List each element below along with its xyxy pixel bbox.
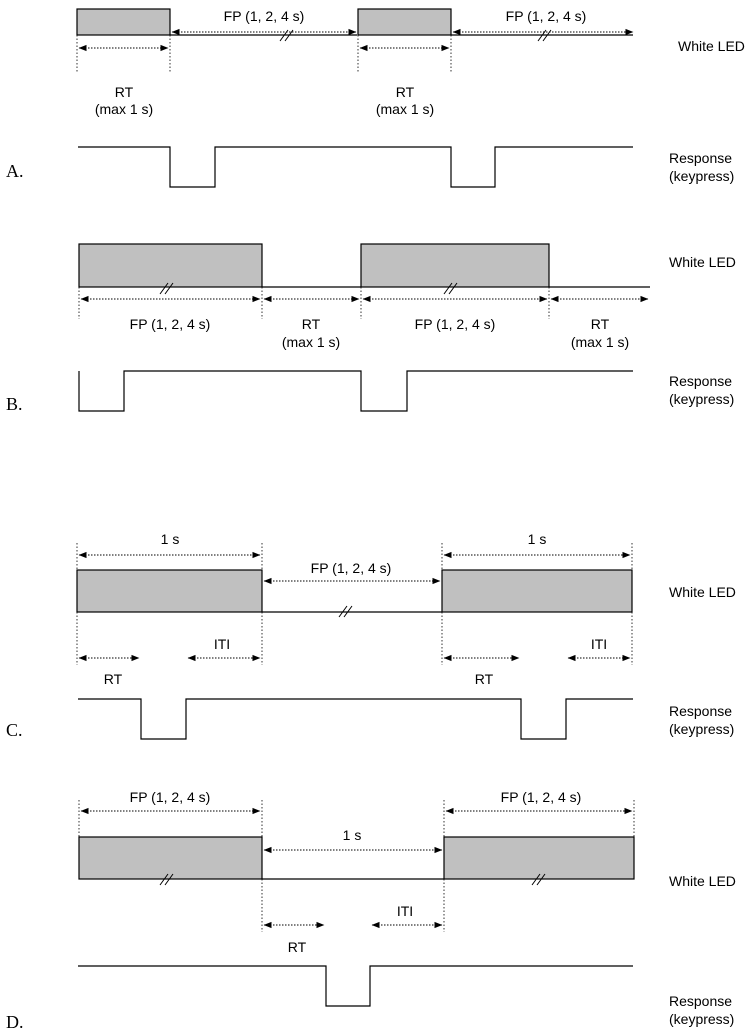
one-second-label: 1 s bbox=[528, 531, 547, 547]
response-label: (keypress) bbox=[669, 168, 734, 184]
fp-label: FP (1, 2, 4 s) bbox=[506, 8, 587, 24]
rt-label: RT bbox=[115, 84, 134, 100]
time-break-mark bbox=[159, 873, 174, 886]
panel-b: FP (1, 2, 4 s) RT (max 1 s) FP (1, 2, 4 … bbox=[6, 243, 736, 414]
led-on-block bbox=[76, 8, 171, 36]
response-label: Response bbox=[669, 150, 732, 166]
response-trace bbox=[78, 146, 633, 188]
led-label: White LED bbox=[669, 873, 736, 889]
panel-letter: D. bbox=[6, 1012, 24, 1032]
fp-label: FP (1, 2, 4 s) bbox=[130, 316, 211, 332]
response-trace bbox=[78, 370, 633, 412]
rt-label: RT bbox=[104, 671, 123, 687]
iti-label: ITI bbox=[591, 636, 607, 652]
led-on-block bbox=[78, 243, 263, 288]
rt-label: RT bbox=[302, 316, 321, 332]
one-second-label: 1 s bbox=[343, 827, 362, 843]
led-on-block bbox=[360, 243, 550, 288]
fp-label: FP (1, 2, 4 s) bbox=[501, 789, 582, 805]
panel-a: FP (1, 2, 4 s) FP (1, 2, 4 s) RT (max 1 … bbox=[6, 8, 745, 188]
rt-label: RT bbox=[396, 84, 415, 100]
response-label: Response bbox=[669, 373, 732, 389]
led-on-block bbox=[78, 836, 263, 880]
led-on-block bbox=[357, 8, 452, 36]
led-on-block bbox=[76, 569, 263, 613]
rt-label: RT bbox=[591, 316, 610, 332]
time-break-mark bbox=[443, 282, 458, 295]
led-label: White LED bbox=[669, 254, 736, 270]
panel-letter: B. bbox=[6, 394, 23, 414]
led-label: White LED bbox=[678, 38, 745, 54]
panel-c: 1 s 1 s FP (1, 2, 4 s) RT ITI RT ITI Whi… bbox=[6, 531, 736, 740]
iti-label: ITI bbox=[397, 903, 413, 919]
rt-max-label: (max 1 s) bbox=[571, 334, 629, 350]
response-label: Response bbox=[669, 703, 732, 719]
fp-label: FP (1, 2, 4 s) bbox=[415, 316, 496, 332]
response-label: (keypress) bbox=[669, 1011, 734, 1027]
led-label: White LED bbox=[669, 584, 736, 600]
response-label: Response bbox=[669, 993, 732, 1009]
rt-max-label: (max 1 s) bbox=[282, 334, 340, 350]
iti-label: ITI bbox=[214, 636, 230, 652]
time-break-mark bbox=[531, 873, 546, 886]
fp-label: FP (1, 2, 4 s) bbox=[224, 8, 305, 24]
response-trace bbox=[78, 965, 633, 1007]
rt-max-label: (max 1 s) bbox=[376, 101, 434, 117]
rt-label: RT bbox=[475, 671, 494, 687]
response-trace bbox=[78, 698, 633, 740]
panel-d: FP (1, 2, 4 s) FP (1, 2, 4 s) 1 s RT ITI… bbox=[6, 789, 736, 1032]
response-label: (keypress) bbox=[669, 721, 734, 737]
one-second-label: 1 s bbox=[161, 531, 180, 547]
panel-letter: C. bbox=[6, 720, 23, 740]
fp-label: FP (1, 2, 4 s) bbox=[130, 789, 211, 805]
panel-letter: A. bbox=[6, 161, 24, 181]
led-on-block bbox=[441, 569, 633, 613]
led-on-block bbox=[443, 836, 635, 880]
rt-max-label: (max 1 s) bbox=[95, 101, 153, 117]
response-label: (keypress) bbox=[669, 391, 734, 407]
fp-label: FP (1, 2, 4 s) bbox=[311, 560, 392, 576]
rt-label: RT bbox=[288, 939, 307, 955]
time-break-mark bbox=[338, 605, 353, 618]
time-break-mark bbox=[159, 282, 174, 295]
